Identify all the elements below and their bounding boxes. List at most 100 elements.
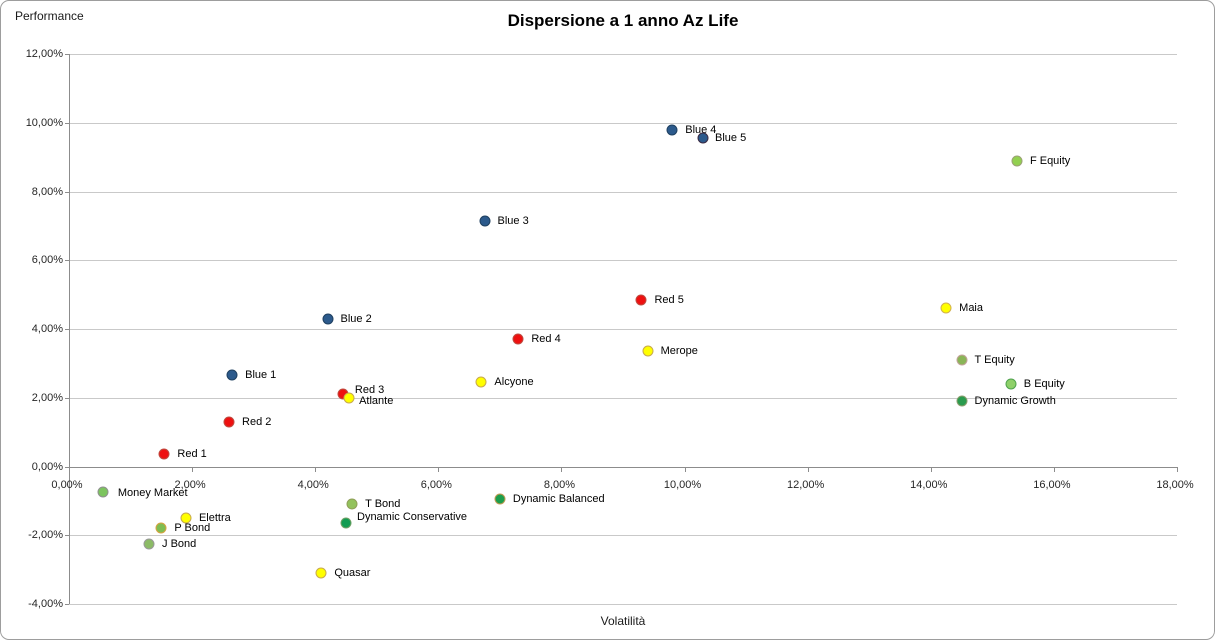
point-dynamic-growth[interactable]	[956, 395, 968, 407]
x-axis-line	[69, 466, 1178, 468]
y-tick-label: 0,00%	[31, 460, 63, 473]
h-gridline	[69, 535, 1177, 537]
point-label-elettra: Elettra	[198, 512, 231, 525]
point-dynamic-balanced[interactable]	[494, 493, 506, 505]
x-tick-label: 8,00%	[543, 478, 576, 491]
point-p-bond[interactable]	[155, 522, 167, 534]
point-f-equity[interactable]	[1011, 155, 1023, 167]
y-tick-mark	[65, 260, 69, 262]
point-label-blue-4: Blue 4	[685, 123, 717, 136]
point-dynamic-conservative[interactable]	[340, 517, 352, 529]
point-label-blue-3: Blue 3	[497, 214, 529, 227]
x-tick-label: 16,00%	[1033, 478, 1071, 491]
x-tick-label: 14,00%	[910, 478, 948, 491]
point-merope[interactable]	[642, 345, 654, 357]
x-tick-label: 0,00%	[51, 478, 83, 491]
x-tick-label: 12,00%	[787, 478, 825, 491]
point-label-dynamic-balanced: Dynamic Balanced	[512, 493, 605, 506]
y-tick-label: 8,00%	[31, 185, 63, 198]
y-tick-label: 2,00%	[31, 391, 63, 404]
y-axis-line	[69, 54, 70, 604]
point-label-blue-2: Blue 2	[340, 312, 372, 325]
y-tick-mark	[65, 535, 69, 537]
point-label-red-3: Red 3	[354, 384, 385, 397]
point-label-blue-1: Blue 1	[245, 369, 277, 382]
point-red-4[interactable]	[512, 333, 524, 345]
point-label-red-1: Red 1	[177, 448, 207, 461]
point-alcyone[interactable]	[475, 376, 487, 388]
point-label-maia: Maia	[959, 302, 983, 315]
h-gridline	[69, 260, 1177, 262]
y-tick-mark	[65, 54, 69, 55]
y-tick-label: -4,00%	[28, 598, 63, 610]
point-b-equity[interactable]	[1005, 378, 1017, 390]
point-label-dynamic-growth: Dynamic Growth	[974, 395, 1056, 408]
y-tick-label: 12,00%	[25, 48, 63, 60]
point-t-bond[interactable]	[346, 498, 358, 510]
x-tick-label: 4,00%	[297, 478, 329, 491]
x-axis-title: Volatilità	[600, 614, 646, 628]
x-tick-label: 2,00%	[174, 478, 206, 491]
y-tick-label: -2,00%	[28, 529, 63, 542]
point-label-b-equity: B Equity	[1023, 378, 1065, 390]
y-tick-mark	[65, 191, 69, 193]
point-red-1[interactable]	[158, 448, 170, 460]
x-tick-label: 6,00%	[420, 478, 452, 491]
y-tick-mark	[65, 466, 69, 468]
y-tick-label: 6,00%	[31, 254, 63, 267]
x-tick-mark	[807, 466, 809, 472]
point-label-atlante: Atlante	[359, 394, 394, 407]
point-label-t-equity: T Equity	[974, 353, 1015, 366]
point-blue-4[interactable]	[666, 124, 678, 136]
point-red-2[interactable]	[223, 416, 235, 428]
x-tick-mark	[69, 466, 70, 472]
y-tick-mark	[65, 122, 69, 124]
y-axis-title: Performance	[15, 9, 84, 23]
h-gridline	[69, 122, 1177, 124]
point-j-bond[interactable]	[143, 538, 155, 550]
point-elettra[interactable]	[180, 512, 192, 524]
y-tick-label: 10,00%	[25, 116, 63, 129]
x-tick-label: 18,00%	[1156, 478, 1194, 491]
x-tick-label: 10,00%	[663, 478, 702, 491]
point-label-p-bond: P Bond	[174, 522, 211, 535]
point-blue-5[interactable]	[697, 132, 709, 144]
point-label-dynamic-conservative: Dynamic Conservative	[357, 511, 468, 524]
h-gridline	[69, 54, 1177, 55]
h-gridline	[69, 397, 1177, 399]
x-tick-mark	[1177, 466, 1178, 472]
x-tick-mark	[561, 466, 563, 472]
point-maia[interactable]	[940, 302, 952, 314]
point-atlante[interactable]	[343, 392, 355, 404]
point-t-equity[interactable]	[956, 354, 968, 366]
point-blue-3[interactable]	[479, 215, 490, 227]
point-blue-2[interactable]	[322, 313, 334, 325]
point-label-alcyone: Alcyone	[494, 376, 534, 389]
x-tick-mark	[1053, 466, 1055, 472]
point-label-merope: Merope	[660, 345, 698, 358]
point-label-red-5: Red 5	[654, 293, 684, 306]
x-tick-mark	[438, 466, 440, 472]
y-tick-mark	[65, 329, 69, 330]
y-tick-label: 4,00%	[31, 323, 63, 335]
x-tick-mark	[684, 466, 686, 472]
point-red-5[interactable]	[635, 294, 647, 306]
point-label-money-market: Money Market	[117, 487, 188, 500]
point-label-t-bond: T Bond	[365, 498, 401, 511]
point-money-market[interactable]	[97, 486, 109, 498]
point-label-f-equity: F Equity	[1029, 154, 1071, 167]
point-label-red-4: Red 4	[531, 333, 561, 346]
h-gridline	[69, 191, 1177, 193]
point-label-j-bond: J Bond	[162, 537, 197, 550]
x-tick-mark	[930, 466, 932, 472]
x-tick-mark	[192, 466, 194, 472]
point-quasar[interactable]	[315, 567, 327, 579]
x-tick-mark	[315, 466, 317, 472]
h-gridline	[69, 604, 1177, 605]
point-label-quasar: Quasar	[334, 567, 371, 580]
point-label-blue-5: Blue 5	[715, 132, 747, 145]
point-blue-1[interactable]	[226, 369, 238, 381]
point-label-red-2: Red 2	[242, 415, 272, 428]
